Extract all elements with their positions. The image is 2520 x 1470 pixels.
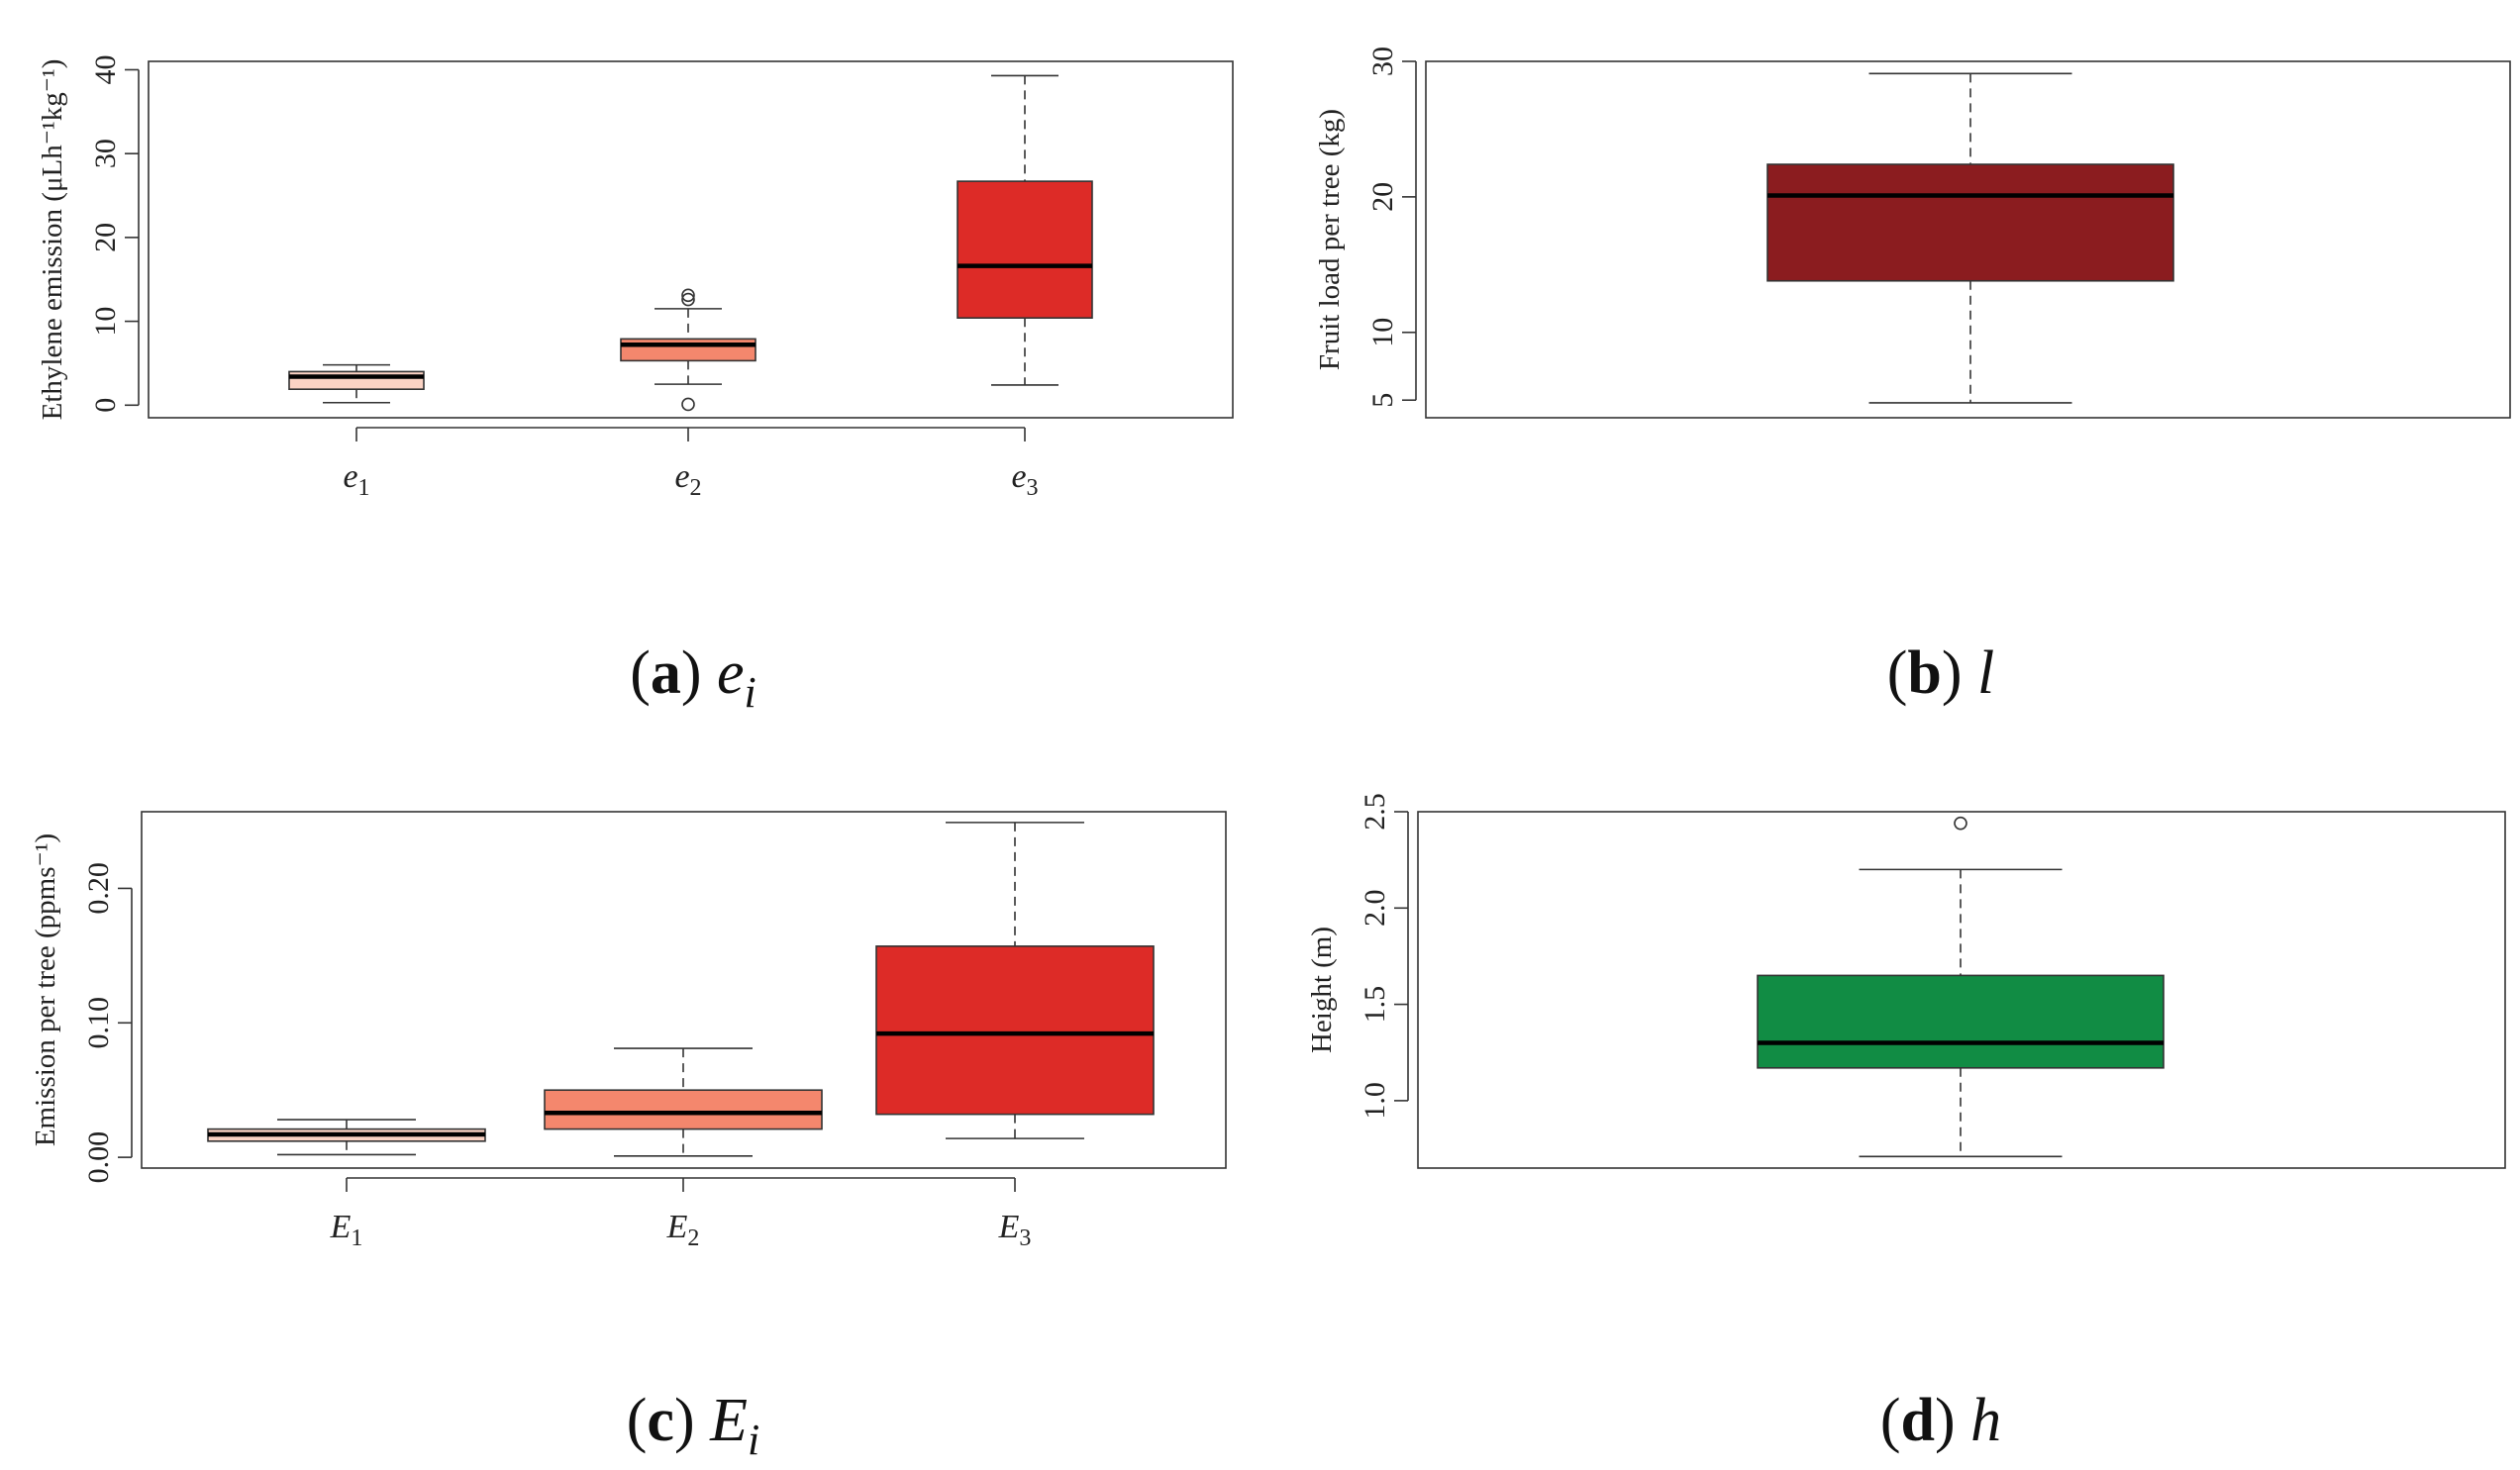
y-axis-title: Ethylene emission (μLh⁻¹kg⁻¹): [37, 59, 68, 421]
plot-frame: [141, 811, 1227, 1169]
outlier-point: [681, 397, 695, 412]
category-symbol: e: [1011, 458, 1026, 495]
y-tick-label: 0.10: [82, 997, 115, 1049]
y-tick-label: 0: [89, 398, 122, 413]
caption-paren-open: (: [1887, 639, 1908, 707]
box-E2: [544, 1047, 823, 1157]
plot-frame: [1417, 811, 2506, 1169]
category-subscript: 2: [690, 475, 702, 501]
category-subscript: 3: [1027, 475, 1039, 501]
category-subscript: 3: [1019, 1225, 1031, 1251]
box-E1: [207, 1119, 486, 1156]
y-tick-label: 10: [1366, 318, 1399, 347]
y-tick-label: 1.5: [1359, 986, 1391, 1024]
outlier-point: [1954, 816, 1967, 831]
panel-caption: (d) h: [1880, 1387, 2001, 1454]
box-body: [620, 338, 756, 362]
caption-paren-close: ): [1935, 1387, 1970, 1454]
caption-symbol: e: [717, 639, 745, 707]
y-axis-title: Height (m): [1306, 927, 1338, 1053]
caption-paren-close: ): [674, 1387, 710, 1454]
x-tick-label: E1: [330, 1209, 363, 1251]
category-symbol: e: [343, 458, 357, 495]
x-tick-label: E2: [666, 1209, 700, 1251]
panel-b: 5 10 20 30 Fruit load per tree (kg) (b) l: [1314, 47, 2511, 707]
box-body: [544, 1089, 823, 1130]
caption-subscript: i: [748, 1416, 759, 1464]
box-h: [1757, 816, 2165, 1158]
caption-paren-close: ): [681, 639, 717, 707]
panel-caption: (c) Ei: [627, 1387, 759, 1464]
category-symbol: E: [998, 1209, 1020, 1245]
y-tick-label: 0.00: [82, 1131, 115, 1184]
panel-d: 1.0 1.5 2.0 2.5 Height (m) (d) h: [1306, 793, 2506, 1454]
caption-letter: a: [651, 639, 681, 707]
box-body: [288, 370, 425, 391]
y-tick-label: 30: [89, 139, 122, 168]
plot-frame: [148, 60, 1234, 419]
caption-letter: d: [1901, 1387, 1935, 1454]
caption-subscript: i: [745, 668, 756, 717]
y-axis-title: Emission per tree (ppms⁻¹): [30, 833, 61, 1146]
y-tick-label: 20: [1366, 182, 1399, 212]
caption-letter: b: [1907, 639, 1941, 707]
caption-paren-open: (: [630, 639, 651, 707]
category-subscript: 1: [358, 475, 370, 501]
panel-caption: (a) ei: [630, 639, 756, 717]
y-tick-label: 20: [89, 223, 122, 252]
y-tick-label: 10: [89, 307, 122, 337]
caption-paren-close: ): [1942, 639, 1977, 707]
caption-paren-open: (: [1880, 1387, 1901, 1454]
caption-symbol: l: [1977, 639, 1994, 707]
y-tick-label: 2.0: [1359, 890, 1391, 928]
caption-letter: c: [647, 1387, 674, 1454]
y-tick-label: 30: [1366, 47, 1399, 76]
outlier-point: [681, 292, 695, 307]
y-tick-label: 5: [1366, 393, 1399, 408]
x-tick-label: e3: [1011, 458, 1038, 501]
plot-frame: [1425, 60, 2511, 419]
category-symbol: E: [330, 1209, 352, 1245]
box-e2: [620, 288, 756, 412]
caption-symbol: E: [709, 1387, 748, 1454]
box-body: [1757, 974, 2165, 1069]
y-tick-label: 1.0: [1359, 1082, 1391, 1120]
caption-symbol: h: [1970, 1387, 2001, 1454]
category-symbol: e: [674, 458, 689, 495]
y-tick-label: 0.20: [82, 862, 115, 915]
box-E3: [875, 822, 1155, 1139]
box-body: [957, 180, 1093, 319]
box-l: [1766, 72, 2174, 404]
outlier-point: [681, 288, 695, 303]
x-tick-label: E3: [998, 1209, 1032, 1251]
category-subscript: 1: [351, 1225, 362, 1251]
y-axis-title: Fruit load per tree (kg): [1314, 109, 1346, 370]
x-tick-label: e1: [343, 458, 369, 501]
box-body: [1766, 163, 2174, 282]
caption-paren-open: (: [627, 1387, 648, 1454]
y-tick-label: 40: [89, 54, 122, 84]
box-body: [875, 945, 1155, 1116]
box-e3: [957, 74, 1093, 386]
category-symbol: E: [666, 1209, 688, 1245]
panel-caption: (b) l: [1887, 639, 1995, 707]
box-e1: [288, 363, 425, 404]
x-tick-label: e2: [674, 458, 701, 501]
y-tick-label: 2.5: [1359, 793, 1391, 831]
category-subscript: 2: [687, 1225, 699, 1251]
